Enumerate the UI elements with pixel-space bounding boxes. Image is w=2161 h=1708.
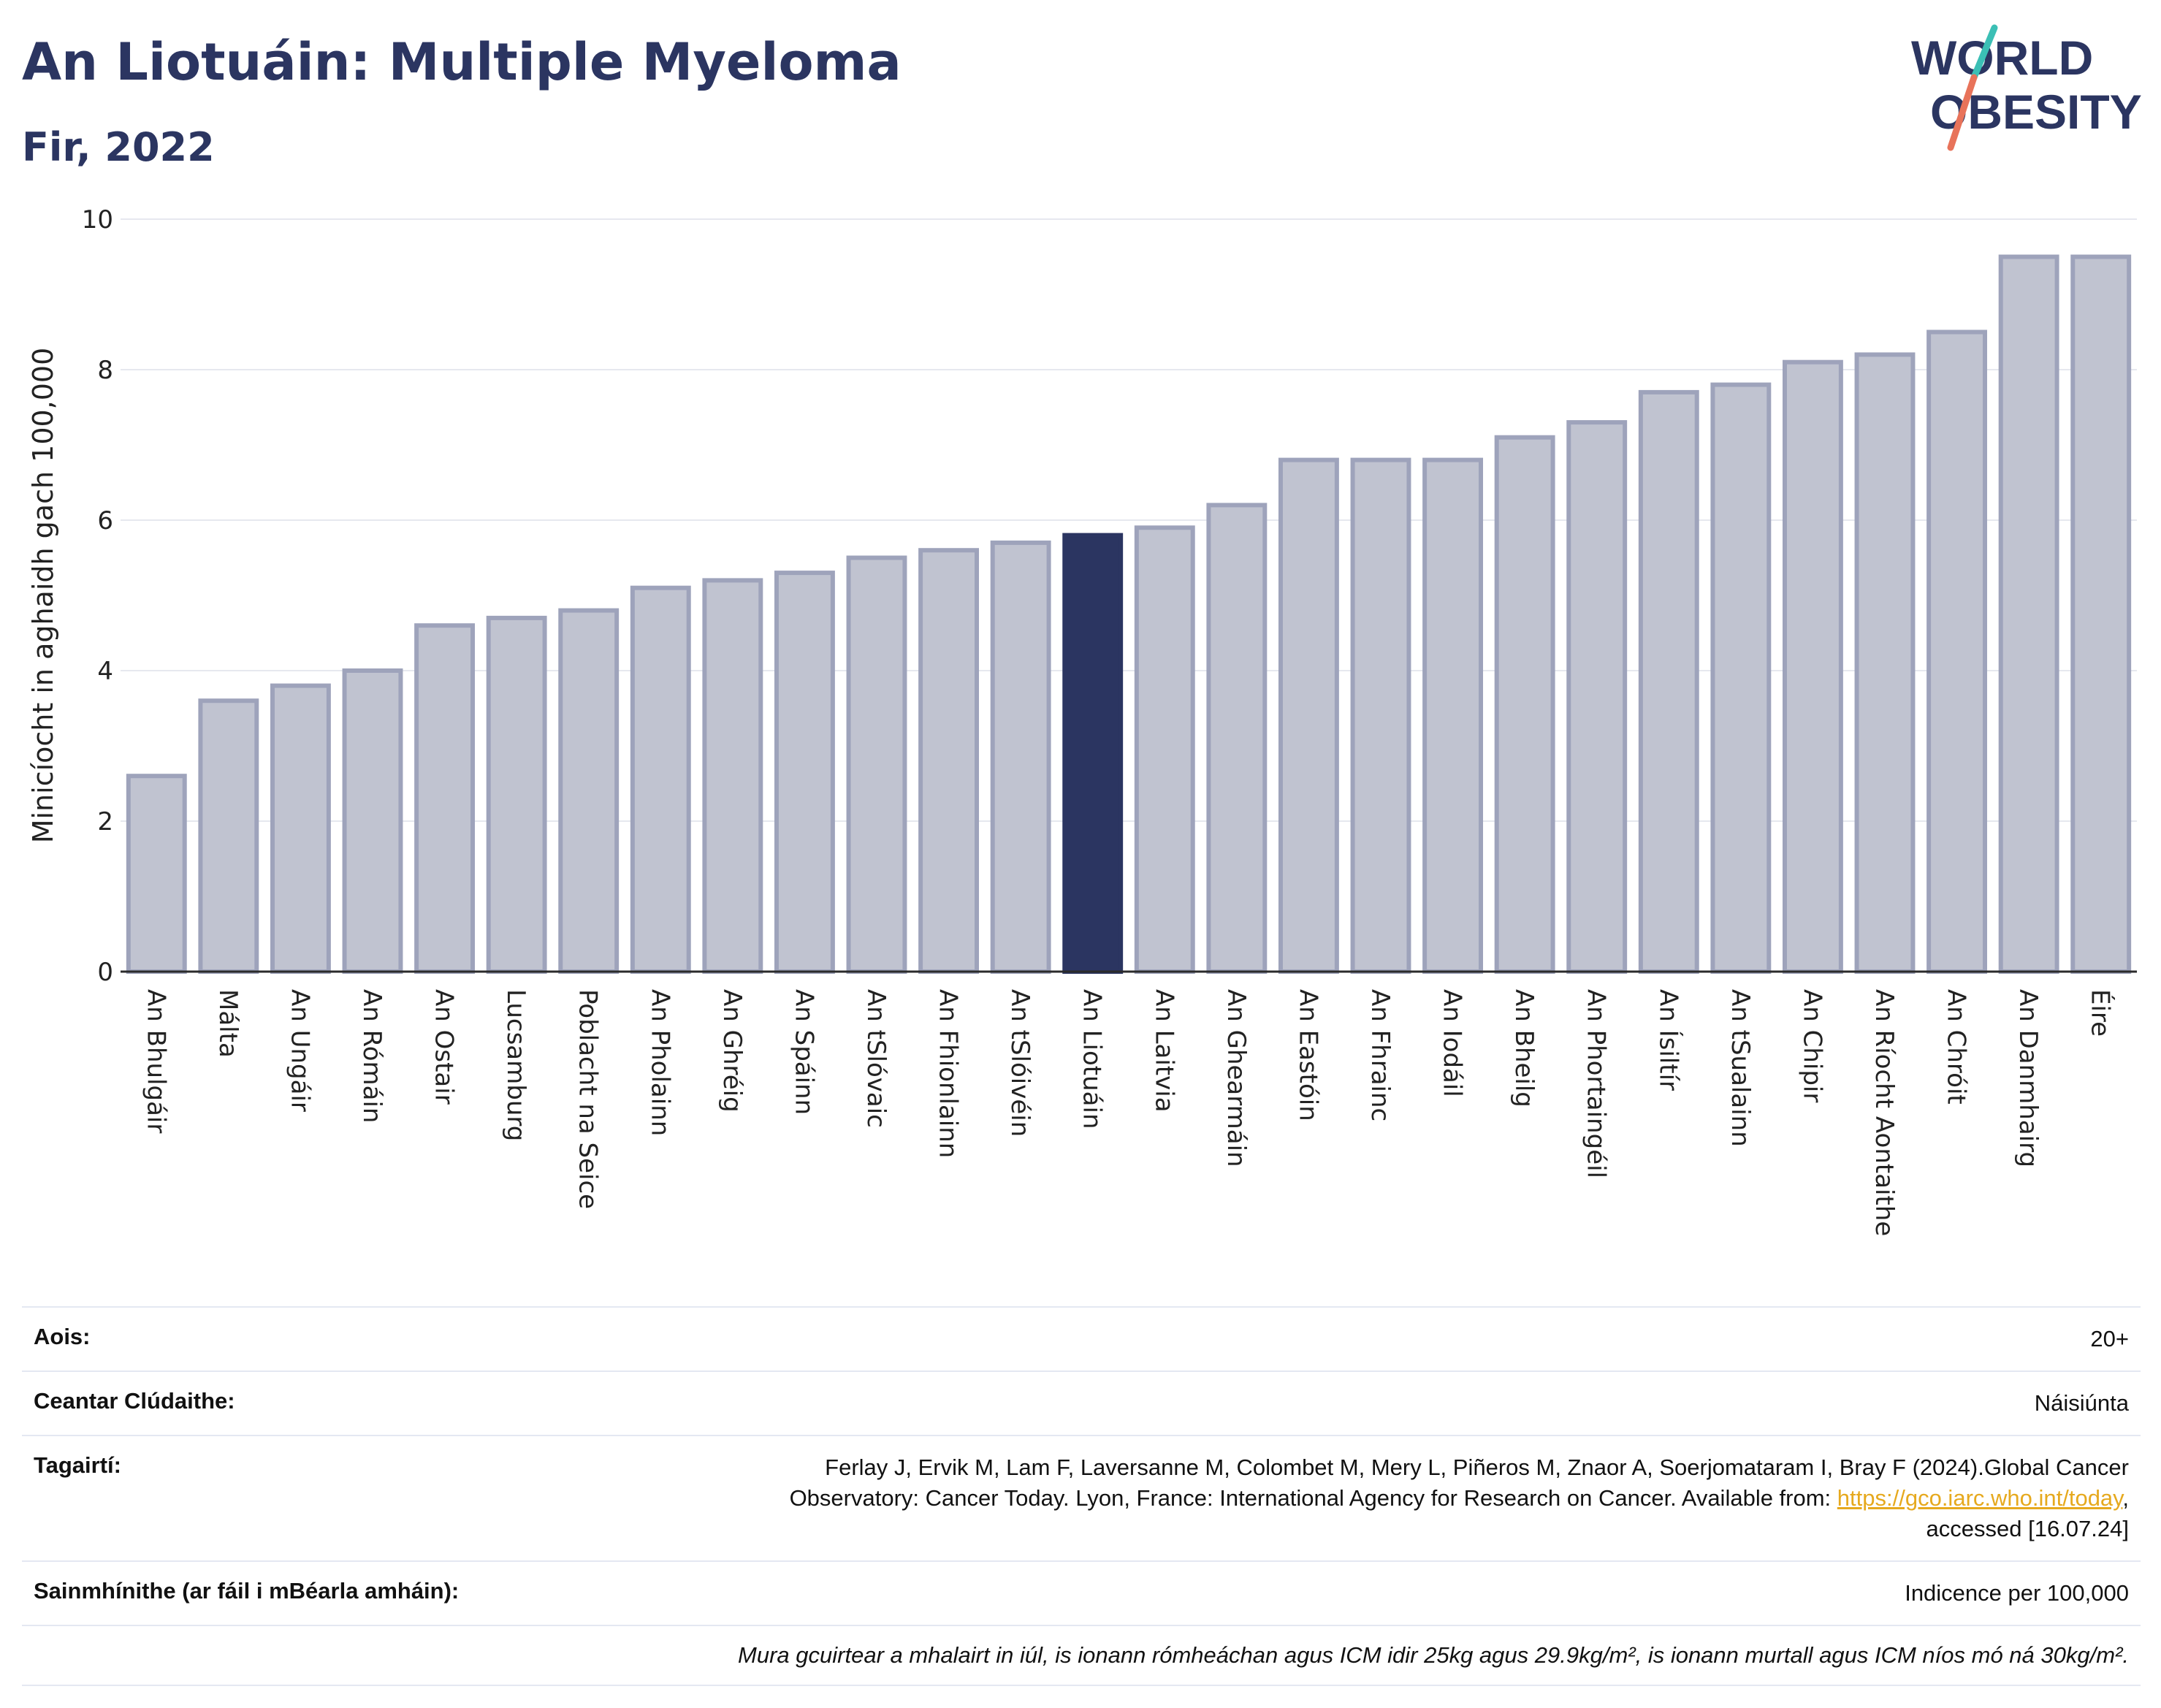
bar (1350, 457, 1411, 974)
age-value: 20+ (2090, 1326, 2129, 1351)
bar (558, 608, 620, 974)
x-tick-label: An Ísiltír (1653, 989, 1683, 1091)
x-tick-label: An Fhionlainn (934, 989, 963, 1158)
bar (1782, 359, 1843, 974)
info-row-age: Aois: 20+ (22, 1306, 2141, 1370)
y-tick-label: 10 (82, 205, 113, 235)
bar-chart: 0 2 4 6 8 10 An Bhulgáir Málta An Ungáir An Rómá… (27, 205, 2137, 1236)
bar (990, 540, 1051, 974)
bar (630, 585, 691, 974)
reference-link[interactable]: https://gco.iarc.who.int/today (1837, 1485, 2123, 1511)
bar (2070, 254, 2132, 974)
bar (270, 683, 331, 974)
page-subtitle: Fir, 2022 (22, 124, 215, 170)
reference-line-3: accessed [16.07.24] (1926, 1516, 2129, 1541)
bar (1926, 329, 1988, 974)
references-value: Ferlay J, Ervik M, Lam F, Laversanne M, … (790, 1452, 2129, 1544)
bar (1134, 525, 1195, 974)
x-tick-label: An Liotuáin (1078, 989, 1107, 1129)
y-tick-label: 2 (97, 807, 113, 836)
info-row-note: Mura gcuirtear a mhalairt in iúl, is ion… (22, 1625, 2141, 1686)
info-table: Aois: 20+ Ceantar Clúdaithe: Náisiúnta T… (22, 1306, 2141, 1686)
bar (126, 774, 187, 974)
bar (1278, 457, 1339, 974)
bar (1854, 352, 1916, 974)
x-tick-label: An tSlóvaic (861, 989, 891, 1128)
bar (198, 698, 259, 974)
x-tick-label: An Ghréig (717, 989, 747, 1113)
bar (1422, 457, 1484, 974)
bar (486, 615, 547, 975)
y-tick-label: 8 (97, 356, 113, 385)
bar (702, 578, 763, 974)
x-tick-label: An Phortaingéil (1582, 989, 1611, 1178)
x-tick-label: Poblacht na Seice (573, 989, 603, 1209)
x-tick-label: Éire (2086, 989, 2116, 1037)
info-row-references: Tagairtí: Ferlay J, Ervik M, Lam F, Lave… (22, 1435, 2141, 1560)
footnote: Mura gcuirtear a mhalairt in iúl, is ion… (738, 1642, 2129, 1668)
references-label: Tagairtí: (34, 1452, 121, 1478)
x-axis-labels: An Bhulgáir Málta An Ungáir An Rómáin An Ost… (141, 989, 2115, 1236)
x-tick-label: An Bhulgáir (141, 989, 170, 1133)
x-tick-label: An Laitvia (1149, 989, 1178, 1113)
y-axis-title: Minicíocht in aghaidh gach 100,000 (27, 348, 59, 844)
bar (918, 548, 980, 974)
x-tick-label: An Danmhairg (2013, 989, 2043, 1167)
reference-line-2-end: , (2122, 1485, 2129, 1511)
x-tick-label: An tSlóivéin (1005, 989, 1034, 1137)
x-tick-label: An Ríocht Aontaithe (1870, 989, 1899, 1236)
bar-highlighted (1062, 533, 1124, 974)
reference-line-1: Ferlay J, Ervik M, Lam F, Laversanne M, … (825, 1455, 2129, 1480)
bar (846, 555, 907, 974)
bar (1998, 254, 2059, 974)
x-tick-label: An Chipir (1797, 989, 1826, 1102)
bar (1638, 389, 1699, 974)
area-label: Ceantar Clúdaithe: (34, 1388, 235, 1414)
x-tick-label: An Chróit (1942, 989, 1971, 1105)
page-title: An Liotuáin: Multiple Myeloma (22, 32, 902, 92)
y-tick-label: 6 (97, 506, 113, 535)
info-row-definitions: Sainmhínithe (ar fáil i mBéarla amháin):… (22, 1560, 2141, 1625)
x-tick-label: An Spáinn (789, 989, 818, 1115)
x-tick-label: An Bheilg (1509, 989, 1539, 1107)
x-tick-label: An Ungáir (285, 989, 314, 1112)
y-tick-label: 4 (97, 657, 113, 686)
bar (774, 571, 835, 974)
x-tick-label: An Rómáin (357, 989, 386, 1123)
definitions-label: Sainmhínithe (ar fáil i mBéarla amháin): (34, 1578, 460, 1604)
x-tick-label: Málta (213, 989, 243, 1058)
bar (1710, 382, 1772, 974)
bar (1206, 503, 1268, 974)
x-tick-label: An tSualainn (1726, 989, 1755, 1147)
age-label: Aois: (34, 1324, 91, 1349)
logo-line1: WORLD (1911, 31, 2093, 85)
info-row-area: Ceantar Clúdaithe: Náisiúnta (22, 1370, 2141, 1435)
area-value: Náisiúnta (2034, 1390, 2129, 1416)
x-tick-label: An Iodáil (1438, 989, 1467, 1097)
bar (1566, 420, 1628, 974)
logo-slash-top (1970, 24, 1998, 81)
y-axis-ticks: 0 2 4 6 8 10 (82, 205, 113, 987)
logo-slash-bottom (1947, 74, 1978, 151)
reference-line-2-text: Observatory: Cancer Today. Lyon, France:… (789, 1485, 1837, 1511)
x-tick-label: An Pholainn (645, 989, 674, 1136)
x-tick-label: An Ostair (430, 989, 459, 1105)
bar (1494, 435, 1555, 974)
x-tick-label: An Ghearmáin (1221, 989, 1251, 1167)
x-tick-label: An Fhrainc (1365, 989, 1395, 1121)
bar (342, 668, 403, 974)
bar (414, 623, 476, 974)
definitions-value: Indicence per 100,000 (1905, 1580, 2129, 1606)
world-obesity-logo: WORLD OBESITY (1911, 24, 2142, 151)
reference-line-2: Observatory: Cancer Today. Lyon, France:… (790, 1483, 2129, 1514)
bars (126, 254, 2132, 975)
x-tick-label: An Eastóin (1293, 989, 1322, 1121)
x-tick-label: Lucsamburg (501, 989, 530, 1141)
y-tick-label: 0 (97, 958, 113, 987)
